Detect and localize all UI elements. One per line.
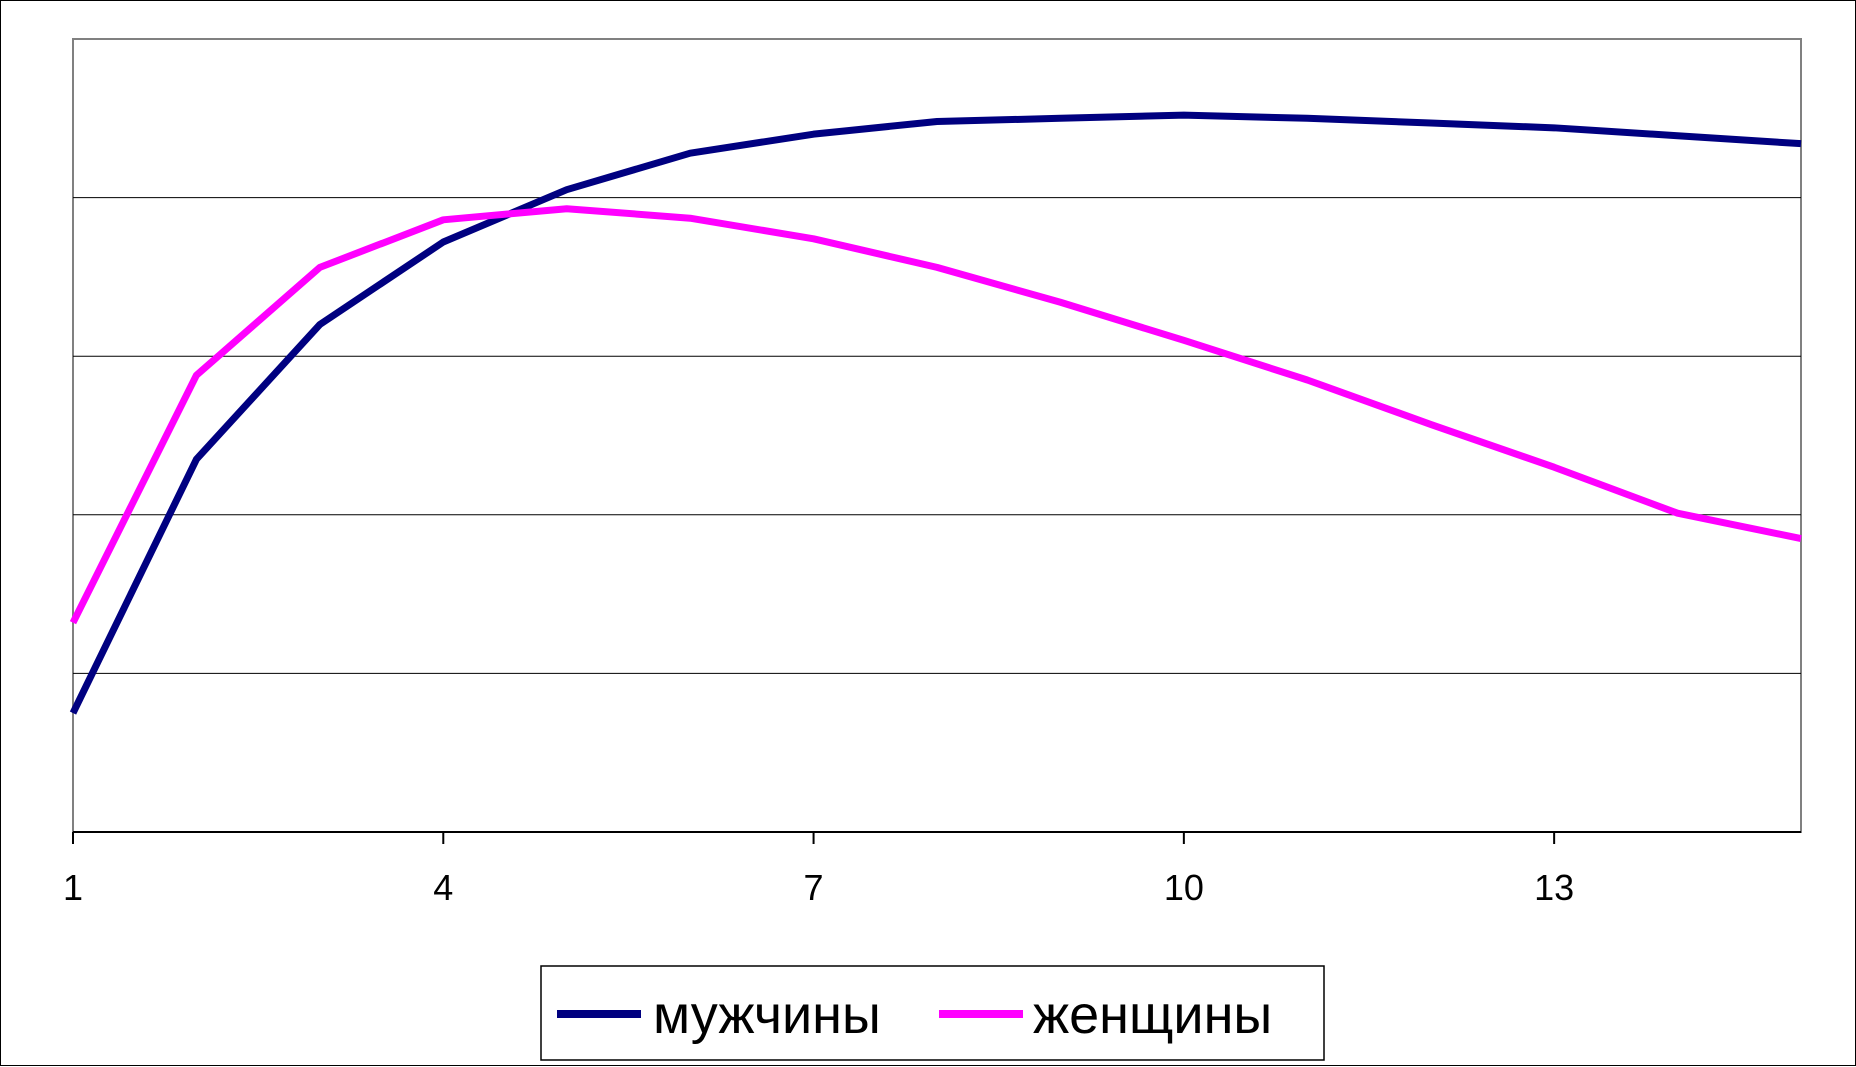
x-axis-ticks: 1 4 7 10 13 — [63, 832, 1574, 908]
legend-label-men: мужчины — [653, 985, 881, 1045]
x-tick-label-3: 10 — [1164, 867, 1204, 908]
legend: мужчины женщины — [540, 965, 1325, 1061]
series-line-women — [69, 205, 1802, 625]
x-tick-label-2: 7 — [804, 867, 824, 908]
series-line-men — [69, 111, 1802, 715]
legend-label-women: женщины — [1033, 985, 1272, 1045]
x-tick-label-1: 4 — [433, 867, 453, 908]
series-lines — [69, 111, 1802, 715]
gridlines — [73, 197, 1801, 674]
plot-area — [72, 38, 1802, 833]
x-tick-label-0: 1 — [63, 867, 83, 908]
x-tick-label-4: 13 — [1534, 867, 1574, 908]
legend-box — [540, 965, 1325, 1061]
